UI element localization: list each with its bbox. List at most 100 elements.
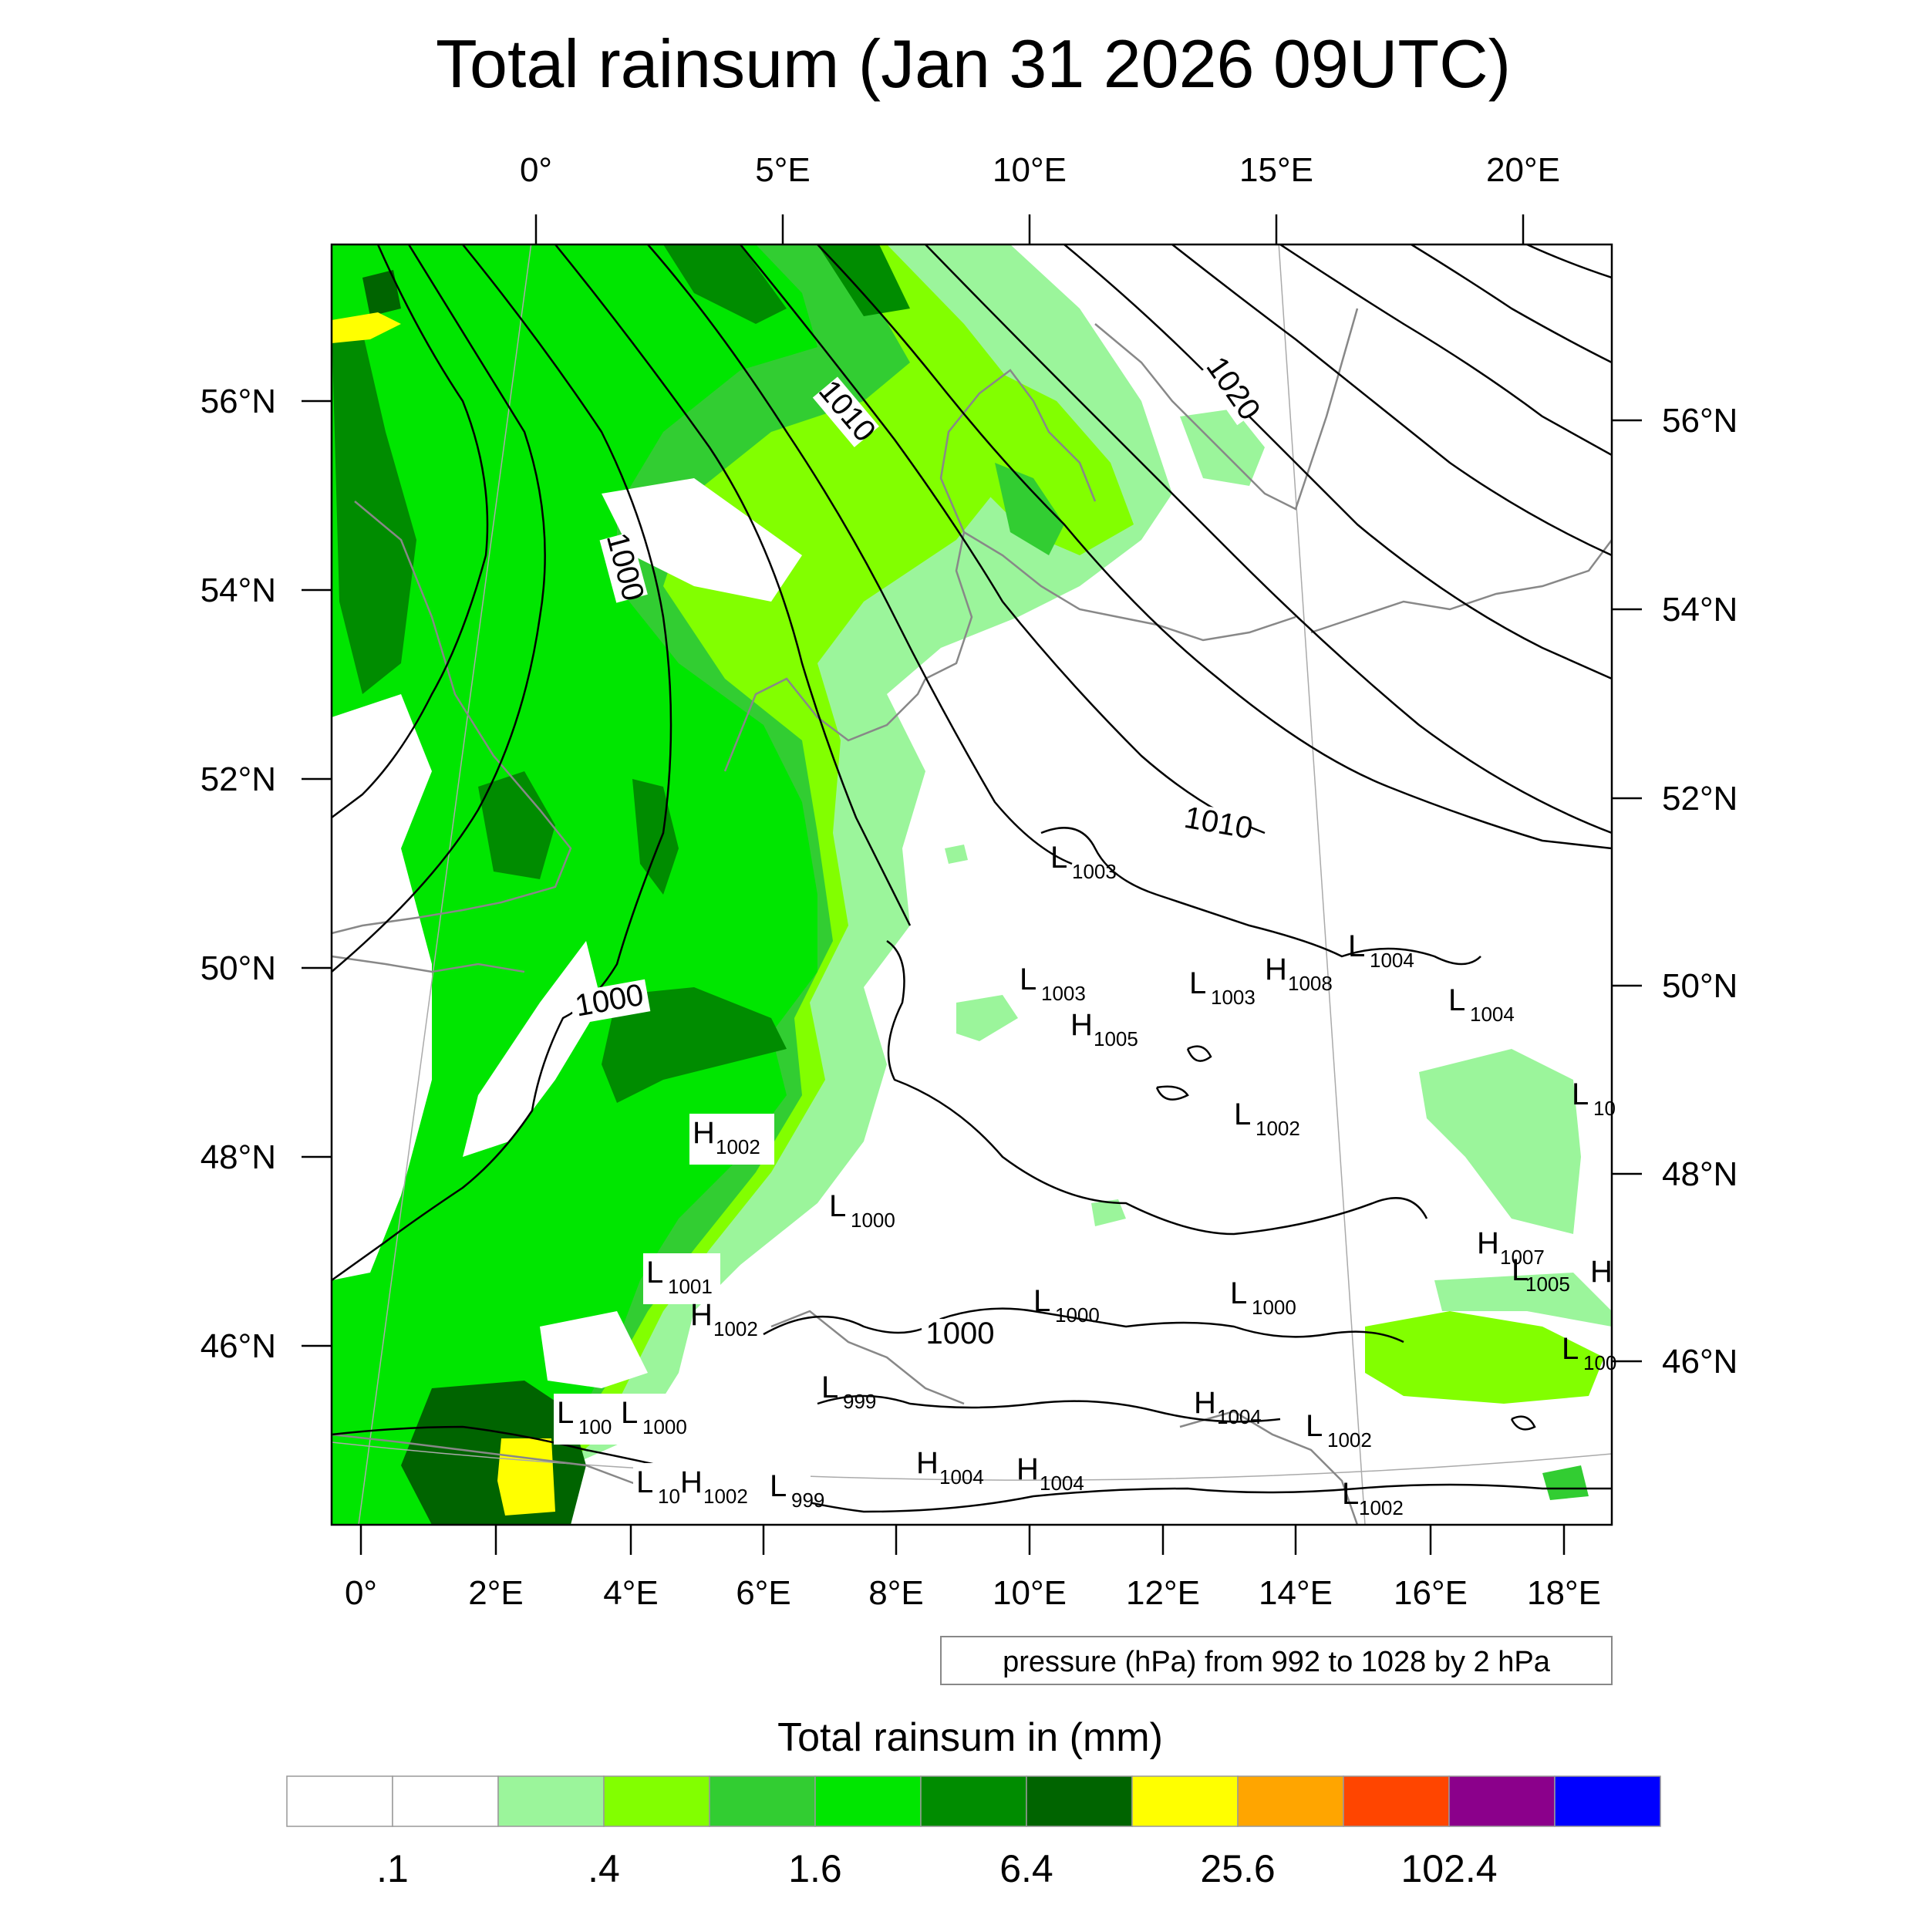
pressure-center-value: 1004 xyxy=(939,1465,984,1489)
legend-swatch xyxy=(497,1775,605,1827)
pressure-center-letter: H xyxy=(690,1298,713,1332)
isobar-1 xyxy=(332,244,489,818)
figure-title: Total rainsum (Jan 31 2026 09UTC) xyxy=(436,25,1511,102)
right-tick-labels: 56°N 54°N 52°N 50°N 48°N 46°N xyxy=(1662,402,1738,1381)
legend-swatch xyxy=(709,1775,816,1827)
isobar-5 xyxy=(647,244,1073,865)
isobar-1020 xyxy=(1063,244,1612,680)
isobar-south-2 xyxy=(817,1394,1281,1423)
isobar-2 xyxy=(332,244,546,973)
isobar-label: 1000 xyxy=(926,1317,995,1350)
pressure-center-letter: L xyxy=(829,1189,846,1223)
isobar-ring-small-2 xyxy=(1155,1085,1189,1101)
pressure-center-value: 999 xyxy=(843,1390,876,1413)
coast-germany-north xyxy=(925,531,1296,680)
pressure-center-letter: H xyxy=(680,1465,703,1499)
right-tick-label: 56°N xyxy=(1662,402,1738,440)
left-tick-label: 50°N xyxy=(201,949,276,987)
pressure-center-value: 1002 xyxy=(713,1317,758,1340)
rain-streak-dark-3 xyxy=(478,771,555,879)
rain-gap-dry-west xyxy=(332,694,432,1280)
legend-swatch xyxy=(1237,1775,1344,1827)
legend-label: 6.4 xyxy=(999,1847,1053,1890)
pressure-center-letter: L xyxy=(1572,1077,1589,1111)
rain-heavy-yellow-sw xyxy=(497,1438,555,1516)
isobar-13 xyxy=(1526,244,1612,279)
pressure-center-letter: H xyxy=(1070,1008,1093,1042)
pressure-center-letter: L xyxy=(1189,966,1206,1000)
pressure-center-letter: L xyxy=(1562,1332,1579,1366)
pressure-center-letter: L xyxy=(1033,1284,1050,1318)
pressure-center-value: 1005 xyxy=(1525,1273,1570,1296)
coast-denmark xyxy=(939,369,1097,533)
rain-area-east-2 xyxy=(1365,1311,1604,1404)
legend-label: 102.4 xyxy=(1400,1847,1497,1890)
rain-gap-dry-2 xyxy=(463,941,602,1157)
top-tick-label: 0° xyxy=(520,151,552,189)
legend-title: Total rainsum in (mm) xyxy=(777,1715,1163,1760)
rain-area-central-3 xyxy=(945,845,968,864)
pressure-center-letter: H xyxy=(1477,1226,1499,1260)
legend-swatch xyxy=(1343,1775,1450,1827)
pressure-center-letter: H xyxy=(693,1116,715,1150)
coastlines xyxy=(332,308,1612,1525)
pressure-center-letter: L xyxy=(770,1469,787,1503)
rain-streak-dark xyxy=(332,324,416,694)
pressure-center-letter: H xyxy=(916,1446,939,1480)
rain-heavy-yellow-nw xyxy=(332,312,401,343)
bottom-tick-label: 0° xyxy=(345,1574,377,1612)
bottom-tick-label: 12°E xyxy=(1126,1574,1200,1612)
isobar-12 xyxy=(1411,244,1612,364)
pressure-center-letter: L xyxy=(1234,1097,1251,1131)
bottom-tick-label: 16°E xyxy=(1394,1574,1468,1612)
legend-swatch xyxy=(1131,1775,1239,1827)
isobar-south-3 xyxy=(332,1425,1612,1513)
pressure-center-value: 1004 xyxy=(1217,1405,1262,1428)
left-tick-labels: 56°N 54°N 52°N 50°N 48°N 46°N xyxy=(201,383,276,1365)
coast-baltic xyxy=(1310,539,1612,634)
rain-area-east xyxy=(1419,1049,1581,1234)
top-tick-label: 20°E xyxy=(1486,151,1560,189)
rain-streak-dark-5 xyxy=(663,244,787,324)
isobar-8 xyxy=(925,244,1612,835)
rain-area-east-4 xyxy=(1542,1465,1589,1500)
top-tick-label: 10°E xyxy=(993,151,1067,189)
legend-swatch xyxy=(603,1775,710,1827)
legend-swatch xyxy=(1448,1775,1556,1827)
rain-streak-dark-2 xyxy=(602,987,787,1103)
pressure-center-letter: L xyxy=(821,1371,838,1404)
bottom-tick-label: 18°E xyxy=(1527,1574,1601,1612)
legend-swatch xyxy=(392,1775,499,1827)
rain-streak-dark-nw xyxy=(362,270,401,316)
coast-netherlands xyxy=(723,677,927,772)
coast-uk-east xyxy=(332,501,572,935)
bottom-tick-label: 6°E xyxy=(736,1574,790,1612)
left-tick-label: 52°N xyxy=(201,760,276,798)
isobar-low-ring xyxy=(1040,827,1481,966)
top-axis xyxy=(534,214,1525,244)
pressure-center-value: 1007 xyxy=(1500,1246,1545,1269)
pressure-center-letter: H xyxy=(1590,1255,1613,1289)
isobar-1000 xyxy=(332,244,672,1282)
right-tick-label: 54°N xyxy=(1662,591,1738,629)
legend-swatch xyxy=(920,1775,1027,1827)
pressure-center-value: 1004 xyxy=(1470,1003,1515,1026)
graticule xyxy=(332,244,1612,1525)
pressure-centers: L 1003 L 1003 H 1005 L 1003 H 1008 L 1004 L 100… xyxy=(554,841,1616,1519)
pressure-center-value: 100 xyxy=(1583,1351,1616,1374)
pressure-center-value: 1000 xyxy=(642,1415,687,1438)
pressure-center-letter: H xyxy=(1194,1386,1216,1420)
rain-area-central-2 xyxy=(1091,1199,1126,1226)
pressure-center-value: 1004 xyxy=(1370,949,1414,972)
legend-swatches xyxy=(286,1775,1661,1827)
map-area: 1020 1010 1010 1000 1000 1000 xyxy=(330,243,1616,1526)
isobar-11 xyxy=(1279,244,1612,457)
isobar-central-low xyxy=(886,939,1428,1236)
pressure-center-value: 10 xyxy=(1593,1097,1616,1120)
rain-area-denmark xyxy=(918,339,1134,555)
legend-label: 1.6 xyxy=(788,1847,842,1890)
left-tick-label: 54°N xyxy=(201,572,276,609)
precipitation-field xyxy=(332,244,1612,1525)
coast-adriatic xyxy=(1179,1410,1359,1525)
pressure-center-letter: L xyxy=(1050,841,1067,875)
